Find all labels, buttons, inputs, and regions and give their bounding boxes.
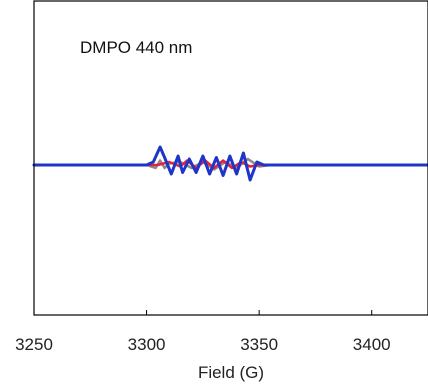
x-tick-label: 3400 [353, 335, 391, 354]
series-line-2 [32, 159, 428, 170]
annotation-label: DMPO 440 nm [80, 38, 192, 57]
series-layer [32, 145, 428, 182]
plot-frame [33, 0, 428, 316]
x-axis-ticks: 3250 3300 3350 3400 [15, 310, 391, 354]
x-axis-title: Field (G) [198, 363, 264, 382]
x-tick-label: 3350 [240, 335, 278, 354]
series-line-3 [32, 145, 428, 182]
x-tick-label: 3300 [128, 335, 166, 354]
x-tick-label: 3250 [15, 335, 53, 354]
